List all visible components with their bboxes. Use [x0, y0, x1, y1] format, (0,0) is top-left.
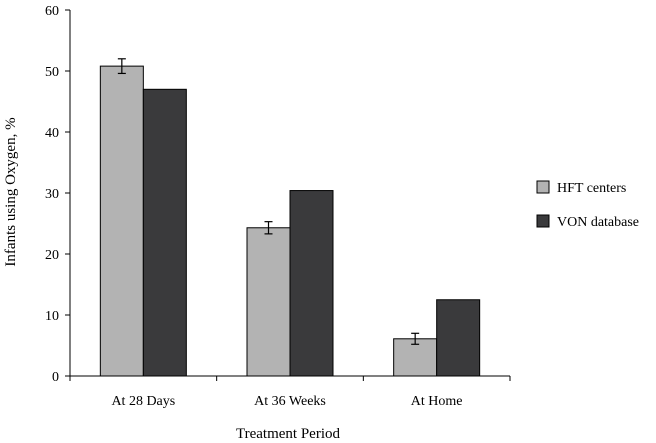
- legend-label-von: VON database: [557, 215, 639, 230]
- bar-von-database-at-28-days: [142, 88, 187, 377]
- legend-swatch-hft: [536, 180, 550, 194]
- y-tick-label-40: 40: [45, 126, 59, 141]
- legend-swatch-von: [536, 214, 550, 228]
- y-tick-label-0: 0: [52, 370, 59, 385]
- bar-von-database-at-home: [436, 299, 481, 377]
- error-bar-hft-centers-at-36-weeks: [264, 221, 273, 235]
- axes-layer: [65, 9, 511, 381]
- tick-labels-layer: At 28 Days At 36 Weeks At Home 0 10 20 30 40 50 6…: [45, 4, 463, 409]
- error-bars-layer: [117, 58, 420, 345]
- y-tick-label-50: 50: [45, 65, 59, 80]
- error-bar-hft-centers-at-28-days: [117, 58, 126, 75]
- bar-von-database-at-36-weeks: [289, 190, 334, 377]
- x-tick-label-at-36-weeks: At 36 Weeks: [254, 394, 326, 409]
- y-tick-label-60: 60: [45, 4, 59, 19]
- bar-hft-centers-at-36-weeks: [246, 227, 291, 377]
- y-tick-label-30: 30: [45, 187, 59, 202]
- bar-hft-centers-at-28-days: [99, 65, 144, 377]
- y-tick-label-10: 10: [45, 309, 59, 324]
- x-tick-label-at-28-days: At 28 Days: [111, 394, 175, 409]
- y-axis-label: Infants using Oxygen, %: [3, 117, 19, 266]
- y-tick-label-20: 20: [45, 248, 59, 263]
- bar-hft-centers-at-home: [393, 338, 438, 377]
- x-tick-label-at-home: At Home: [411, 394, 463, 409]
- bars-layer: [99, 65, 481, 377]
- legend: HFT centers VON database: [536, 180, 639, 230]
- error-bar-hft-centers-at-home: [411, 332, 420, 345]
- legend-label-hft: HFT centers: [557, 181, 626, 196]
- x-axis-label: Treatment Period: [236, 426, 341, 442]
